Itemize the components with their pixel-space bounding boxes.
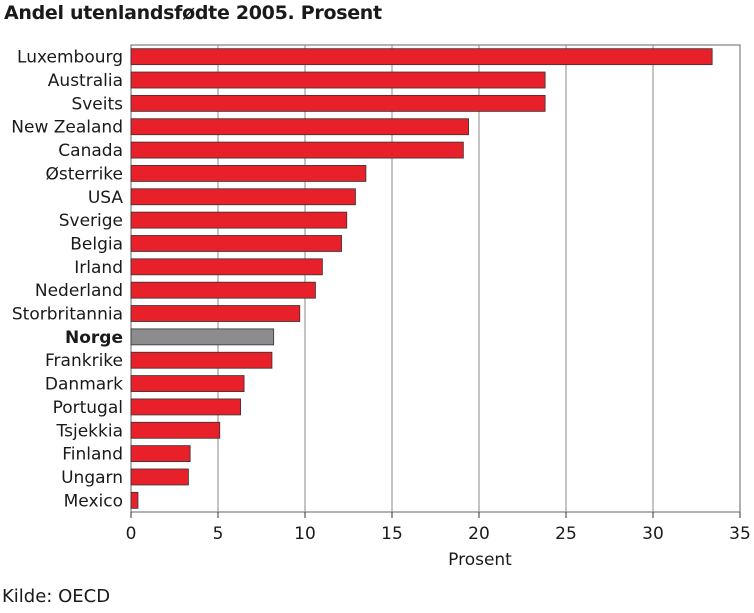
x-tick-label: 5 <box>213 524 224 544</box>
bar <box>130 258 323 276</box>
bar <box>130 211 348 229</box>
bar <box>130 305 301 322</box>
x-tick-label: 15 <box>381 524 403 544</box>
bar <box>130 118 469 136</box>
bar <box>130 165 367 182</box>
x-tick-label: 30 <box>642 524 664 544</box>
bar <box>130 398 242 416</box>
plot-frame <box>130 44 741 513</box>
bar <box>130 71 546 89</box>
bar-highlight <box>130 328 275 346</box>
category-label: Ungarn <box>61 468 123 488</box>
bar <box>130 48 713 66</box>
category-label: USA <box>88 188 124 208</box>
bar <box>130 188 356 206</box>
x-tick-label: 0 <box>126 524 137 544</box>
chart-title: Andel utenlandsfødte 2005. Prosent <box>4 2 382 24</box>
bar <box>130 468 189 486</box>
bar <box>130 491 139 509</box>
category-label: Irland <box>74 258 123 278</box>
bar <box>130 421 221 439</box>
category-label: Norge <box>65 328 123 348</box>
bar <box>130 94 546 112</box>
source-note: Kilde: OECD <box>2 586 111 607</box>
category-label: Tsjekkia <box>56 421 123 441</box>
bar <box>130 235 342 252</box>
category-label: Finland <box>62 445 123 465</box>
category-label: Canada <box>58 141 123 161</box>
bar <box>130 445 191 463</box>
category-label: Frankrike <box>45 351 123 371</box>
category-label: Mexico <box>64 491 123 511</box>
bar <box>130 351 273 369</box>
bar <box>130 375 245 392</box>
category-label: Belgia <box>70 234 123 254</box>
category-label: Sverige <box>59 211 123 231</box>
category-label: Storbritannia <box>12 305 123 325</box>
category-label: Australia <box>48 71 123 91</box>
x-tick-label: 10 <box>294 524 316 544</box>
x-tick-label: 20 <box>468 524 490 544</box>
category-label: Danmark <box>45 375 123 395</box>
bar <box>130 281 316 299</box>
category-label: Sveits <box>71 94 123 114</box>
category-label: Nederland <box>35 281 123 301</box>
x-tick-label: 25 <box>555 524 577 544</box>
x-tick-label: 35 <box>729 524 751 544</box>
category-label: Østerrike <box>46 164 123 184</box>
category-label: Luxembourg <box>17 48 123 68</box>
bar <box>130 141 464 159</box>
category-label: New Zealand <box>11 118 123 138</box>
category-label: Portugal <box>53 398 123 418</box>
x-axis-title: Prosent <box>448 550 512 570</box>
